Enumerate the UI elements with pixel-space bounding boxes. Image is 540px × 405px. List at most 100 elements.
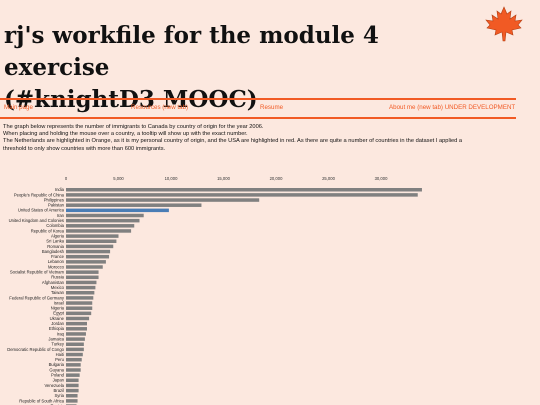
bar[interactable] — [66, 342, 84, 347]
bar[interactable] — [66, 296, 94, 300]
category-label: Romania — [47, 244, 64, 249]
category-label: Poland — [51, 373, 65, 378]
bar[interactable] — [66, 378, 79, 383]
category-label: Venezuela — [44, 383, 64, 388]
category-label: Taiwan — [51, 290, 65, 295]
intro-line-4: threshold to only show countries with mo… — [3, 145, 166, 152]
category-label: Tunisia — [51, 403, 65, 405]
category-label: United States of America — [18, 208, 65, 213]
bar[interactable] — [66, 363, 81, 367]
nav-main-page[interactable]: Main page — [4, 104, 33, 111]
x-tick-label: 10,000 — [165, 176, 178, 181]
bar[interactable] — [66, 357, 82, 362]
bar[interactable] — [66, 249, 111, 254]
intro-line-1: The graph below represents the number of… — [3, 124, 264, 130]
intro-line-3: The Netherlands are highlighted in Orang… — [3, 138, 463, 145]
bar[interactable] — [66, 275, 99, 280]
category-label: Israel — [54, 300, 64, 305]
bar[interactable] — [66, 394, 78, 398]
x-tick-label: 30,000 — [375, 176, 388, 181]
bar[interactable] — [66, 198, 260, 202]
category-label: Mexico — [51, 285, 65, 290]
category-label: People's Republic of China — [14, 192, 65, 197]
bar[interactable] — [66, 193, 418, 197]
bar[interactable] — [66, 208, 169, 213]
bar[interactable] — [66, 301, 93, 305]
bar[interactable] — [66, 291, 95, 295]
x-tick-label: 25,000 — [322, 176, 335, 181]
category-label: Syria — [54, 393, 64, 398]
nav-bottom-rule — [0, 117, 516, 119]
bar[interactable] — [66, 285, 96, 290]
bar[interactable] — [66, 399, 78, 403]
immigration-bar-chart: 0 5,000 10,000 15,000 20,000 25,000 30,000 Indi… — [7, 176, 422, 405]
category-label: Russia — [51, 275, 64, 280]
bar[interactable] — [66, 270, 99, 274]
nav-about[interactable]: About me (new tab) UNDER DEVELOPMENT — [389, 104, 516, 111]
category-label: Morocco — [48, 264, 65, 269]
bar[interactable] — [66, 188, 422, 192]
category-label: Bangladesh — [42, 249, 65, 254]
page-title: rj's workfile for the module 4 exercise … — [4, 20, 474, 116]
category-label: Republic of South Africa — [19, 398, 64, 403]
category-label: Colombia — [46, 223, 64, 228]
category-label: Socialist Republic of Vietnam — [10, 270, 65, 275]
category-label: Ukraine — [50, 316, 65, 321]
x-tick-label: 20,000 — [270, 176, 283, 181]
maple-leaf-icon — [485, 6, 523, 42]
bar[interactable] — [66, 311, 92, 316]
category-label: Nigeria — [51, 306, 65, 311]
category-label: Egypt — [53, 311, 65, 316]
nav-top-rule — [0, 98, 516, 100]
bar[interactable] — [66, 316, 90, 321]
x-tick-label: 0 — [65, 176, 68, 181]
intro-text: The graph below represents the number of… — [3, 124, 533, 153]
intro-line-2: When placing and holding the mouse over … — [3, 131, 248, 138]
category-label: France — [51, 254, 65, 259]
bar[interactable] — [66, 254, 110, 259]
category-label: Iraq — [57, 331, 65, 336]
category-label: United Kingdom and Colonies — [9, 218, 64, 223]
category-label: Japan — [53, 378, 65, 383]
bar[interactable] — [66, 234, 119, 238]
category-label: Guyana — [49, 367, 64, 372]
bar[interactable] — [66, 388, 79, 393]
category-label: Federal Republic of Germany — [9, 295, 65, 300]
bar[interactable] — [66, 224, 135, 228]
category-label: Pakistan — [48, 203, 65, 208]
bar[interactable] — [66, 373, 80, 377]
bar[interactable] — [66, 383, 79, 388]
nav-resources[interactable]: Resources (new tab) — [131, 104, 189, 111]
nav-resume[interactable]: Resume — [260, 104, 284, 111]
bar[interactable] — [66, 352, 83, 357]
bar[interactable] — [66, 337, 85, 341]
bar[interactable] — [66, 260, 106, 264]
bar[interactable] — [66, 321, 87, 326]
bar[interactable] — [66, 229, 132, 233]
bar[interactable] — [66, 368, 81, 372]
category-label: Democratic Republic of Congo — [7, 347, 64, 352]
bar[interactable] — [66, 347, 84, 352]
category-label: Sri Lanka — [46, 239, 64, 244]
category-label: Jordan — [51, 321, 64, 326]
bar[interactable] — [66, 327, 87, 331]
bar[interactable] — [66, 244, 114, 249]
category-label: Ethiopia — [49, 326, 65, 331]
category-label: Jamaica — [48, 336, 64, 341]
bar[interactable] — [66, 332, 86, 336]
category-label: Brazil — [54, 388, 65, 393]
bar[interactable] — [66, 239, 117, 244]
bar[interactable] — [66, 203, 202, 207]
bar[interactable] — [66, 280, 97, 285]
bar[interactable] — [66, 306, 93, 310]
page-title-line-1: rj's workfile for the module 4 exercise — [4, 22, 379, 81]
x-tick-label: 5,000 — [113, 176, 124, 181]
category-label: Haiti — [56, 352, 64, 357]
bar[interactable] — [66, 213, 144, 218]
category-label: Philippines — [44, 197, 64, 202]
x-tick-label: 15,000 — [217, 176, 230, 181]
category-label: Peru — [55, 357, 65, 362]
bar[interactable] — [66, 265, 103, 269]
bar[interactable] — [66, 218, 140, 223]
category-label: Turkey — [51, 342, 65, 347]
